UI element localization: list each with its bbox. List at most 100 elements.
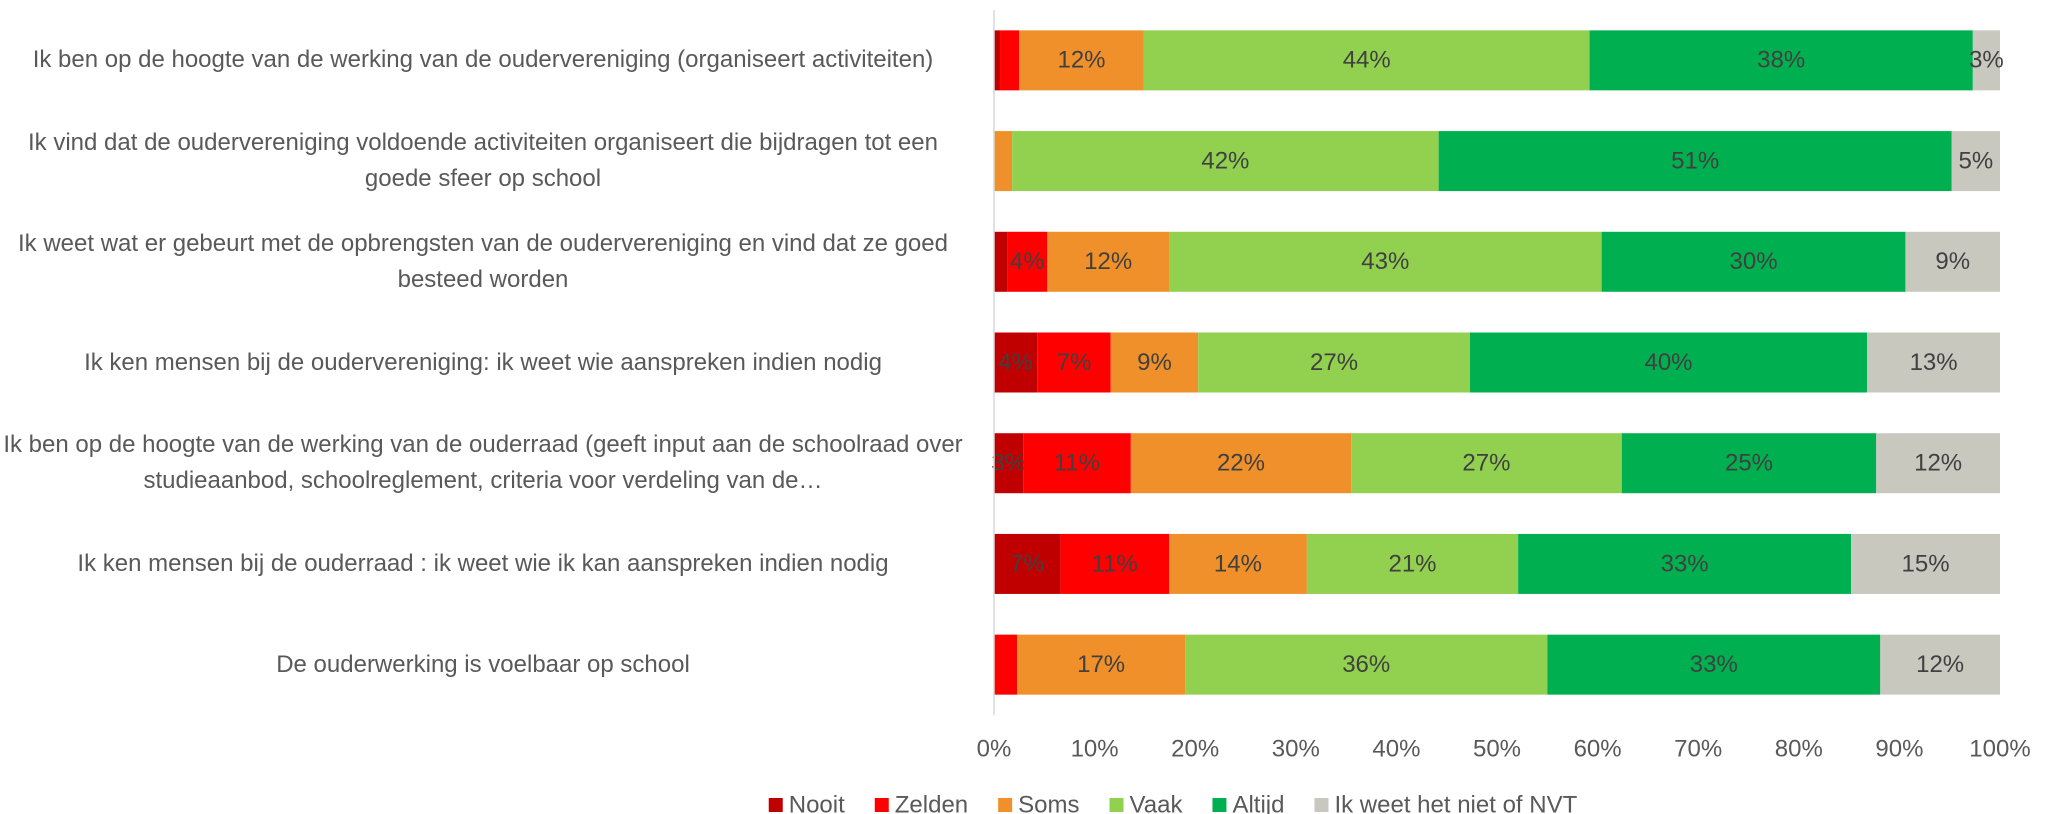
bar-segment (994, 533, 1061, 594)
legend-swatch (1212, 798, 1227, 812)
bar-segment (1438, 131, 1952, 192)
data-label: 25% (1725, 450, 1773, 477)
x-tick-label: 80% (1775, 735, 1823, 762)
data-label: 9% (1137, 349, 1172, 376)
data-label: 43% (1361, 248, 1409, 275)
category-label: Ik weet wat er gebeurt met de opbrengste… (18, 229, 948, 293)
legend-swatch (1314, 798, 1329, 812)
category-label: De ouderwerking is voelbaar op school (276, 650, 690, 678)
bar-segment (994, 433, 1024, 494)
bar-segment (994, 332, 1038, 393)
x-tick-label: 60% (1574, 735, 1622, 762)
data-label: 44% (1343, 47, 1391, 74)
bar-segment (1198, 332, 1470, 393)
bar-segment (1601, 231, 1906, 292)
bar-segment (994, 634, 1018, 695)
bar-segment (1047, 231, 1170, 292)
data-label: 5% (1959, 147, 1994, 174)
legend-item: Ik weet het niet of NVT (1314, 791, 1578, 814)
bar-segment (1037, 332, 1111, 393)
data-label: 13% (1910, 349, 1958, 376)
bar-segment (1905, 231, 2000, 292)
data-label: 3% (1969, 47, 2004, 74)
bar-segment (1876, 433, 2000, 494)
category-label: Ik vind dat de oudervereniging voldoende… (28, 129, 938, 193)
data-label: 17% (1077, 651, 1125, 678)
data-label: 12% (1914, 450, 1962, 477)
legend-swatch (874, 798, 889, 812)
legend-item: Zelden (874, 791, 968, 814)
bar-segment (1951, 131, 2000, 192)
x-tick-label: 70% (1674, 735, 1722, 762)
bar-segment (1867, 332, 2000, 393)
data-label: 12% (1916, 651, 1964, 678)
data-label: 15% (1902, 550, 1950, 577)
bar-segment (1060, 533, 1170, 594)
data-label: 33% (1690, 651, 1738, 678)
legend-item: Vaak (1109, 791, 1184, 814)
data-label: 11% (1054, 450, 1100, 477)
data-label: 38% (1757, 47, 1805, 74)
x-tick-label: 50% (1473, 735, 1521, 762)
data-label: 36% (1342, 651, 1390, 678)
bar-segment (1972, 30, 2000, 91)
data-label: 3% (991, 450, 1026, 477)
bar-segment (994, 231, 1008, 292)
category-label: Ik ben op de hoogte van de werking van d… (3, 431, 963, 495)
legend-label: Zelden (895, 791, 968, 814)
data-label: 11% (1092, 550, 1138, 577)
data-label: 22% (1217, 450, 1265, 477)
legend-item: Nooit (768, 791, 845, 814)
x-tick-label: 100% (1969, 735, 2030, 762)
bar-segment (1185, 634, 1548, 695)
bar-segment (1547, 634, 1881, 695)
data-label: 33% (1661, 550, 1709, 577)
bar-segment (1518, 533, 1852, 594)
data-label: 51% (1671, 147, 1719, 174)
bar-segment (1023, 433, 1131, 494)
data-label: 42% (1201, 147, 1249, 174)
bar-segment (1589, 30, 1973, 91)
x-tick-label: 10% (1071, 735, 1119, 762)
legend-item: Soms (998, 791, 1080, 814)
data-label: 12% (1084, 248, 1132, 275)
bar-segment (1351, 433, 1622, 494)
x-tick-label: 20% (1171, 735, 1219, 762)
bar-segment (1169, 231, 1602, 292)
bar-segment (1019, 30, 1144, 91)
legend-label: Ik weet het niet of NVT (1334, 791, 1577, 814)
bar-segment (1110, 332, 1199, 393)
legend-label: Vaak (1130, 791, 1184, 814)
x-tick-label: 40% (1372, 735, 1420, 762)
bar-segment (1017, 634, 1186, 695)
legend-swatch (998, 798, 1013, 812)
bar-segment (994, 131, 1013, 192)
bar-segment (1012, 131, 1439, 192)
category-label: Ik ken mensen bij de ouderraad : ik weet… (77, 549, 889, 577)
bar-segment (1000, 30, 1020, 91)
data-label: 27% (1462, 450, 1510, 477)
data-label: 21% (1388, 550, 1436, 577)
bar-segment (1621, 433, 1877, 494)
bar-segment (1130, 433, 1352, 494)
bar-segment (994, 30, 1001, 91)
data-label: 7% (1057, 349, 1092, 376)
data-label: 9% (1935, 248, 1970, 275)
bar-segment (1880, 634, 2000, 695)
x-tick-label: 90% (1875, 735, 1923, 762)
data-label: 7% (1010, 550, 1045, 577)
bar-segment (1306, 533, 1519, 594)
data-label: 30% (1730, 248, 1778, 275)
legend-label: Altijd (1232, 791, 1284, 814)
x-tick-label: 0% (977, 735, 1012, 762)
legend-label: Nooit (789, 791, 845, 814)
data-label: 27% (1310, 349, 1358, 376)
category-label: Ik ken mensen bij de oudervereniging: ik… (84, 348, 882, 376)
data-label: 12% (1057, 47, 1105, 74)
x-tick-label: 30% (1272, 735, 1320, 762)
legend-swatch (768, 798, 783, 812)
data-label: 40% (1644, 349, 1692, 376)
data-label: 4% (998, 349, 1033, 376)
